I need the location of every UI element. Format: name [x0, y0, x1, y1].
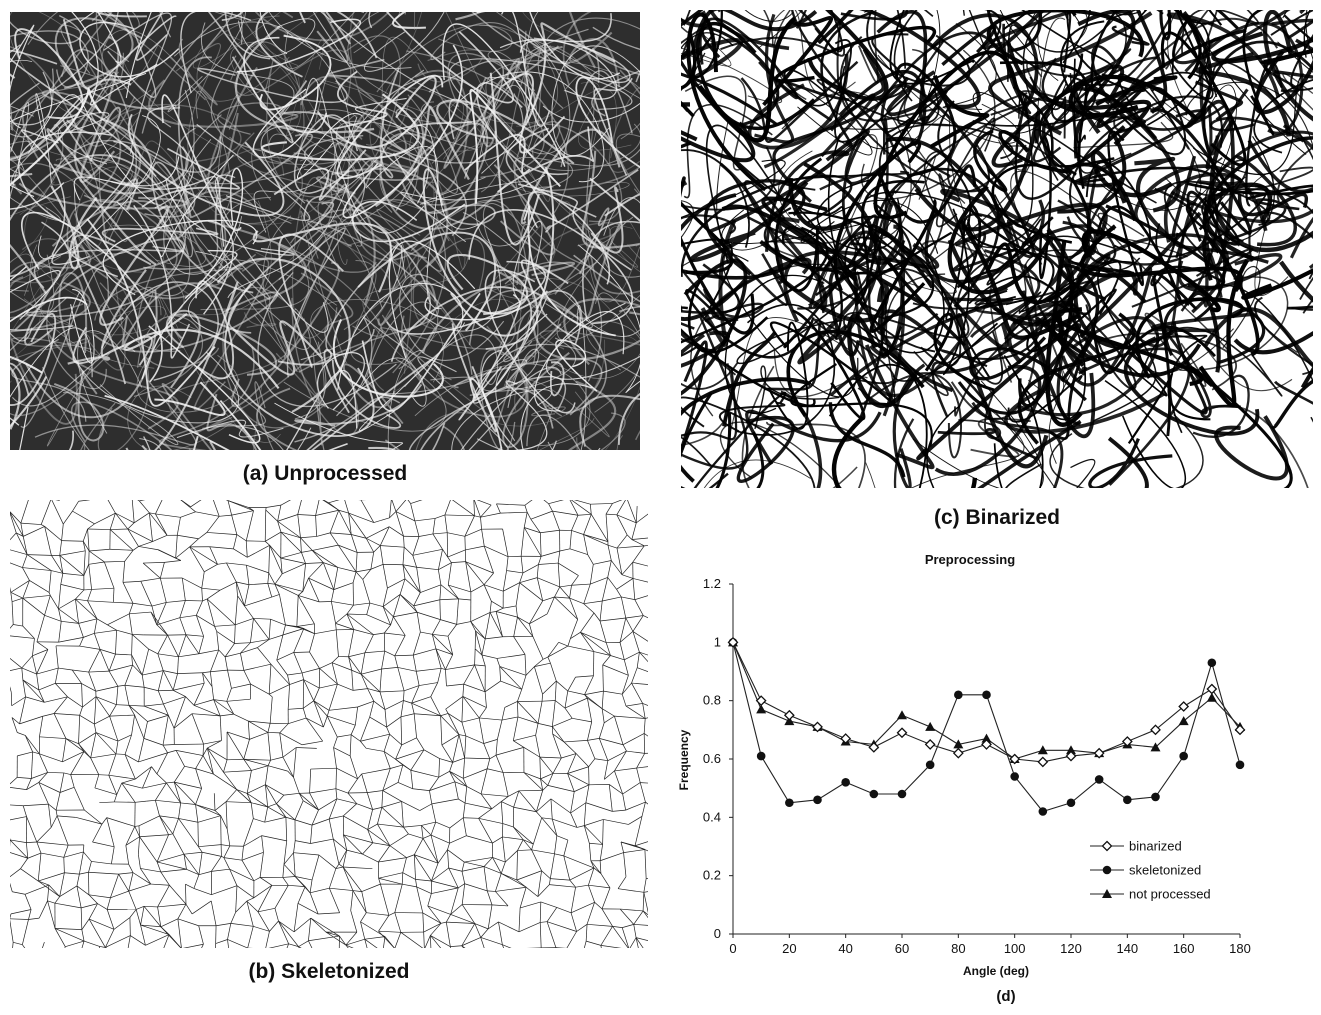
skeletonized-fiber-image: [10, 500, 648, 948]
x-tick-label: 100: [1004, 941, 1026, 956]
legend-marker: [1102, 889, 1112, 898]
y-tick-label: 0.8: [703, 693, 721, 708]
data-point: [1121, 736, 1133, 747]
data-point: [897, 710, 907, 720]
y-tick-label: 0.2: [703, 868, 721, 883]
data-point: [813, 795, 822, 805]
data-point: [1065, 750, 1077, 762]
data-point: [1150, 724, 1161, 736]
data-point: [812, 721, 823, 733]
panel-d-caption: (d): [996, 988, 1015, 1005]
data-point: [896, 727, 908, 739]
data-point: [1010, 772, 1019, 781]
data-point: [1178, 716, 1189, 726]
data-point: [981, 738, 992, 750]
y-tick-label: 0: [714, 926, 721, 941]
series-line: [732, 642, 1241, 813]
chart-series: [727, 636, 1246, 816]
caption-binarized: (c) Binarized: [933, 506, 1061, 529]
x-tick-label: 120: [1060, 941, 1082, 956]
data-point: [924, 738, 936, 750]
data-point: [756, 704, 767, 714]
data-point: [1151, 792, 1160, 802]
x-tick-label: 140: [1116, 941, 1138, 956]
data-point: [783, 709, 795, 721]
data-point: [1206, 683, 1218, 695]
chart-title: Preprocessing: [925, 552, 1015, 567]
data-point: [1037, 756, 1049, 768]
chart-legend: binarized skeletonized not processed: [1090, 839, 1211, 902]
data-point: [1009, 753, 1021, 765]
data-point: [982, 690, 991, 700]
caption-skeletonized: (b) Skeletonized: [248, 960, 410, 983]
data-point: [897, 789, 907, 799]
data-point: [1179, 751, 1188, 761]
legend-label: not processed: [1129, 887, 1211, 902]
data-point: [755, 695, 767, 707]
x-tick-label: 80: [951, 941, 965, 956]
data-point: [785, 798, 794, 808]
legend-item: skeletonized: [1090, 863, 1201, 878]
x-tick-label: 180: [1229, 941, 1251, 956]
data-point: [1234, 724, 1246, 736]
data-point: [868, 741, 880, 753]
x-tick-label: 20: [782, 941, 796, 956]
data-point: [1037, 745, 1048, 755]
data-point: [1066, 798, 1076, 808]
data-point: [1206, 692, 1217, 702]
legend-marker: [1101, 840, 1113, 852]
y-tick-label: 1.2: [703, 576, 721, 591]
x-axis-label: Angle (deg): [963, 964, 1029, 978]
series-skeletonized: [728, 638, 1245, 816]
data-point: [1038, 807, 1048, 816]
data-point: [869, 789, 879, 799]
caption-unprocessed: (a) Unprocessed: [242, 462, 408, 485]
legend-item: binarized: [1090, 839, 1182, 854]
data-point: [727, 636, 739, 648]
data-point: [952, 747, 964, 759]
data-point: [925, 721, 936, 731]
data-point: [981, 733, 992, 743]
data-point: [954, 690, 963, 700]
data-point: [1093, 747, 1105, 759]
x-tick-label: 60: [895, 941, 909, 956]
y-tick-label: 0.6: [703, 751, 721, 766]
data-point: [1150, 742, 1161, 752]
x-tick-label: 0: [729, 941, 736, 956]
legend-item: not processed: [1090, 887, 1211, 902]
x-tick-label: 160: [1173, 941, 1195, 956]
y-tick-label: 0.4: [703, 809, 721, 824]
series-binarized: [727, 636, 1246, 768]
data-point: [756, 751, 766, 761]
data-point: [840, 733, 852, 745]
data-point: [1178, 701, 1190, 712]
data-point: [925, 760, 935, 770]
y-axis-label: Frequency: [677, 729, 691, 790]
data-point: [1235, 760, 1245, 770]
data-point: [1123, 795, 1132, 805]
data-point: [1207, 658, 1217, 668]
x-tick-label: 40: [838, 941, 852, 956]
legend-marker: [1102, 865, 1112, 875]
data-point: [953, 739, 964, 749]
data-point: [1094, 775, 1104, 784]
data-point: [841, 778, 850, 787]
legend-label: binarized: [1129, 839, 1182, 854]
legend-label: skeletonized: [1129, 863, 1201, 878]
y-tick-label: 1: [714, 634, 721, 649]
data-point: [1066, 745, 1076, 755]
orientation-frequency-chart: Preprocessing Frequency Angle (deg) (d) …: [672, 545, 1312, 1015]
binarized-fiber-image: [681, 10, 1313, 488]
unprocessed-fiber-image: [10, 12, 640, 450]
